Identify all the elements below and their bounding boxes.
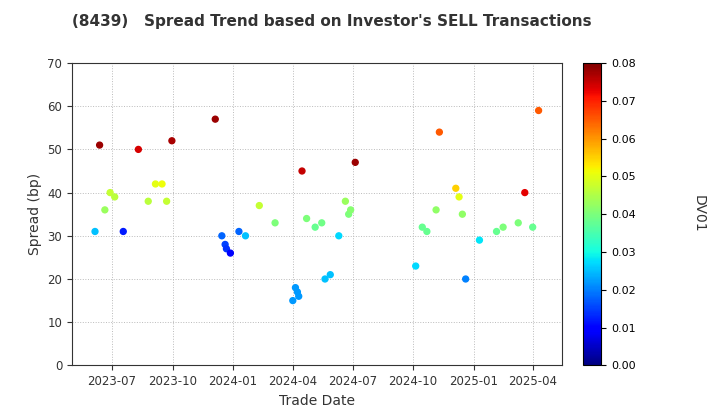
Y-axis label: Spread (bp): Spread (bp) [28, 173, 42, 255]
Point [454, 194, 465, 200]
Point [253, 202, 265, 209]
Point [343, 211, 354, 218]
Point [527, 224, 539, 231]
Point [117, 228, 129, 235]
Point [292, 289, 303, 295]
Point [220, 241, 231, 248]
Point [416, 224, 428, 231]
Point [433, 129, 445, 136]
Point [132, 146, 144, 153]
Point [450, 185, 462, 192]
Point [349, 159, 361, 166]
Point [533, 107, 544, 114]
Point [233, 228, 245, 235]
Point [460, 276, 472, 282]
Point [319, 276, 330, 282]
Point [109, 194, 120, 200]
Point [431, 207, 442, 213]
Point [296, 168, 307, 174]
Point [150, 181, 161, 187]
Point [161, 198, 172, 205]
Point [513, 220, 524, 226]
Point [240, 232, 251, 239]
Point [491, 228, 503, 235]
Point [325, 271, 336, 278]
Point [99, 207, 111, 213]
Point [89, 228, 101, 235]
Point [225, 250, 236, 257]
Point [310, 224, 321, 231]
Point [104, 189, 116, 196]
Point [143, 198, 154, 205]
Point [210, 116, 221, 123]
Point [220, 245, 232, 252]
Point [410, 262, 421, 269]
Text: DV01: DV01 [691, 195, 706, 233]
Point [340, 198, 351, 205]
Point [498, 224, 509, 231]
Point [345, 207, 356, 213]
Text: (8439)   Spread Trend based on Investor's SELL Transactions: (8439) Spread Trend based on Investor's … [72, 14, 592, 29]
Point [333, 232, 345, 239]
Point [166, 137, 178, 144]
Point [316, 220, 328, 226]
Point [293, 293, 305, 299]
Point [421, 228, 433, 235]
Point [519, 189, 531, 196]
Point [456, 211, 468, 218]
Point [301, 215, 312, 222]
Point [94, 142, 105, 148]
Point [474, 237, 485, 244]
Point [216, 232, 228, 239]
Point [156, 181, 168, 187]
Point [289, 284, 301, 291]
Point [269, 220, 281, 226]
Point [287, 297, 299, 304]
X-axis label: Trade Date: Trade Date [279, 394, 355, 408]
